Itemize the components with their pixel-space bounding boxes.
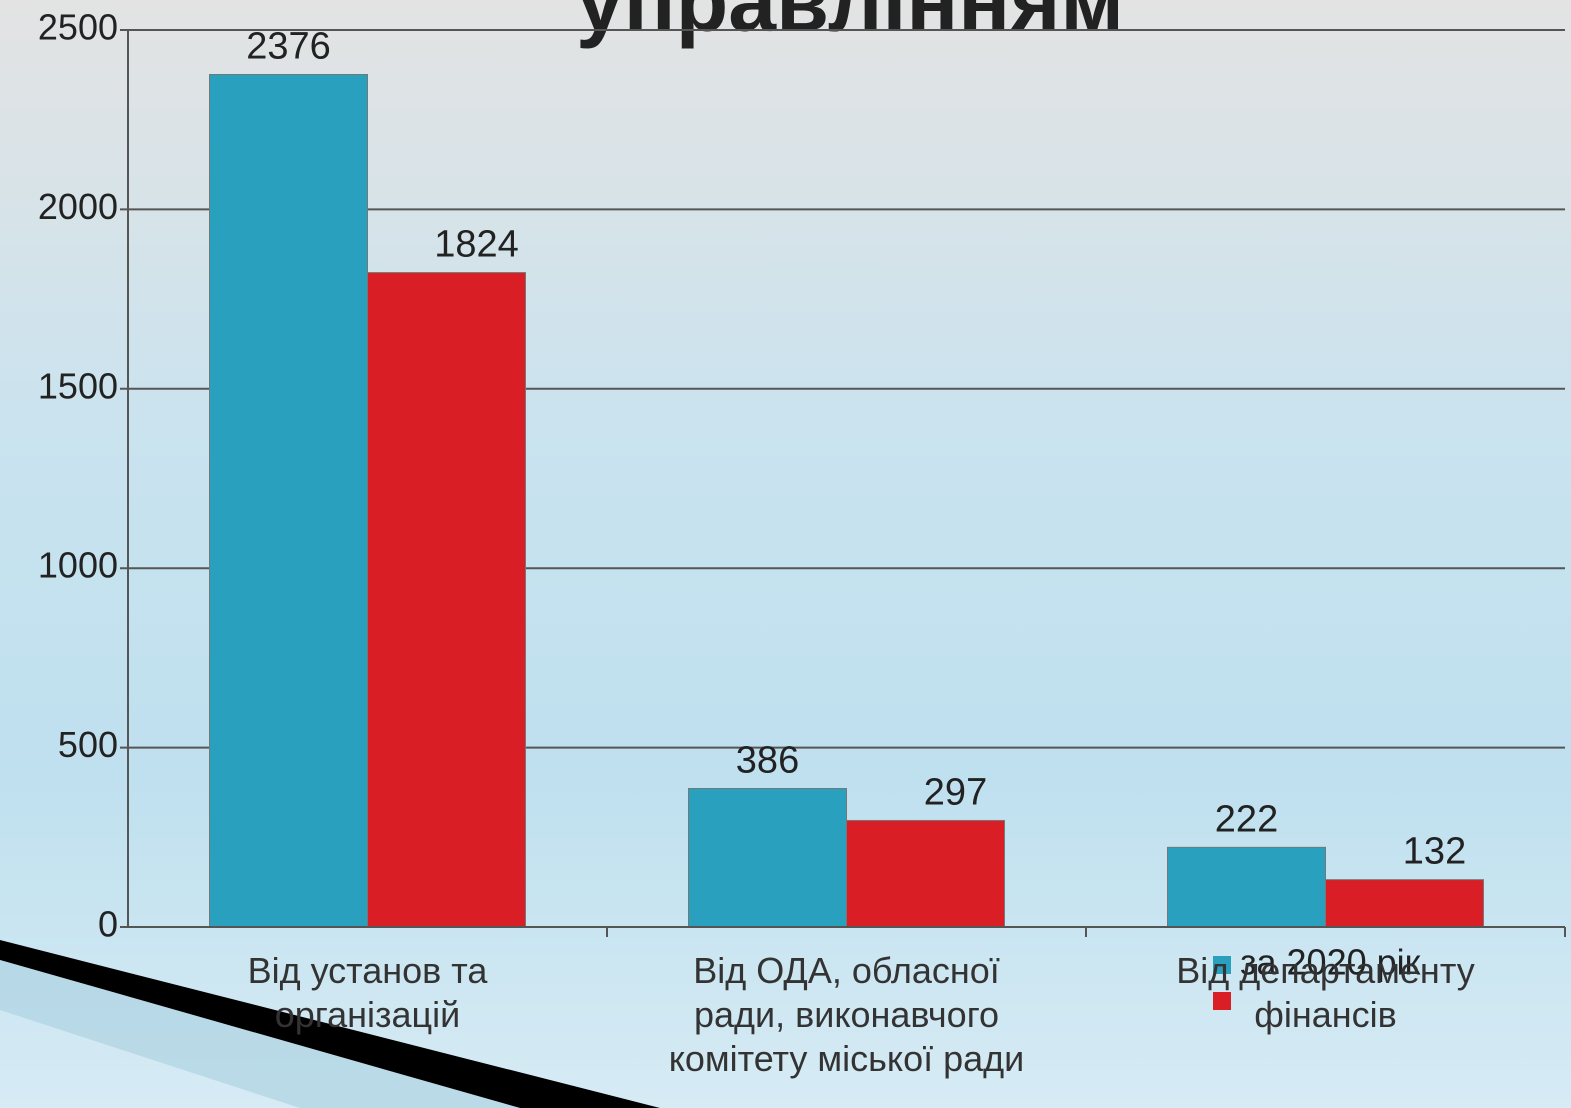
value-label: 222 [1215,798,1278,840]
legend-swatch [1213,992,1231,1010]
value-label: 132 [1403,831,1466,873]
x-tick-label: Від департаменту фінансів [1176,950,1475,1035]
y-tick-label: 0 [98,904,118,945]
y-tick-label: 2500 [38,7,118,48]
legend-label: за 2020 рік [1240,942,1421,983]
value-label: 297 [924,771,987,813]
x-tick-label: Від установ та організацій [247,950,488,1035]
y-tick-label: 500 [58,724,118,765]
chart-title: управлінням [576,0,1124,50]
y-tick-label: 2000 [38,186,118,227]
bar [1325,879,1484,928]
x-tick-label: Від ОДА, обласної ради, виконавчого комі… [668,950,1025,1079]
value-label: 1824 [434,224,519,266]
value-label: 386 [736,740,799,782]
bar [209,73,368,928]
value-label: 2376 [246,26,331,68]
bar [846,819,1005,928]
decor-shadow [0,960,520,1108]
y-tick-label: 1000 [38,545,118,586]
bar [688,788,847,928]
y-tick-label: 1500 [38,365,118,406]
legend-swatch [1213,956,1231,974]
decor-arrow [0,940,660,1108]
bar [1167,846,1326,928]
bar [367,272,526,928]
